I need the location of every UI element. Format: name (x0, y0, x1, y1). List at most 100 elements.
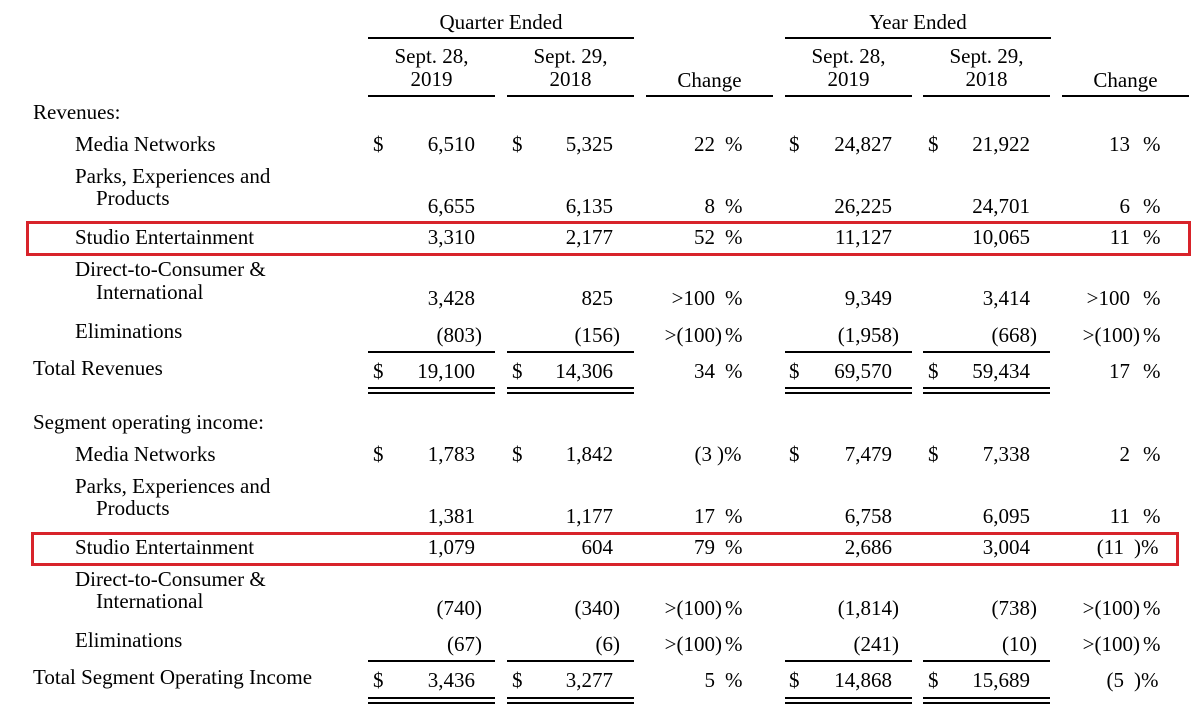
cell-ychange: >(100) (1082, 323, 1140, 347)
cell-q2018: 1,177 (565, 504, 613, 528)
cell-q2019: 1,381 (427, 504, 475, 528)
header-quarter-ended: Quarter Ended (439, 10, 563, 34)
double-rule (923, 702, 1050, 704)
cell-ychange: 11 (1109, 225, 1130, 249)
subtotal-rule (923, 660, 1050, 662)
cell-ychange: >100 (1086, 286, 1130, 310)
cell-q2018: 825 (581, 286, 614, 310)
double-rule (923, 387, 1050, 389)
cell-q2018: 6,135 (565, 194, 613, 218)
header-year-rule (785, 37, 1051, 39)
cell-q2018: (6) (595, 632, 621, 656)
double-rule (785, 702, 912, 704)
col-y2019-line1: Sept. 28, (811, 44, 886, 68)
cell-qchange: 5 (704, 668, 716, 692)
double-rule (785, 387, 912, 389)
row-label: Parks, Experiences and (75, 474, 271, 498)
cell-y2019: 11,127 (835, 225, 892, 249)
row-label-cont: International (96, 589, 204, 613)
double-rule (368, 387, 495, 389)
cell-ychange: >(100) (1082, 632, 1140, 656)
cell-q2019: 19,100 (417, 359, 475, 383)
cell-y2018: 3,414 (982, 286, 1030, 310)
cell-y2018: (668) (991, 323, 1038, 347)
double-rule (507, 697, 634, 699)
cell-qchange: (3 (694, 442, 713, 466)
cell-qchange-suffix: % (725, 225, 743, 249)
cell-q2019: (67) (447, 632, 482, 656)
cell-y2018: (10) (1002, 632, 1037, 656)
cell-ychange-suffix: % (1143, 596, 1161, 620)
cell-q2018: 3,277 (565, 668, 613, 692)
col-rule (507, 95, 634, 97)
cell-y2018: 24,701 (972, 194, 1030, 218)
col-q2018-line2: 2018 (549, 67, 592, 91)
cell-y2019: 24,827 (834, 132, 892, 156)
col-rule (1062, 95, 1189, 97)
col-q2018-line1: Sept. 29, (533, 44, 608, 68)
cell-ychange-suffix: % (1143, 442, 1161, 466)
cell-y2019: 6,758 (844, 504, 892, 528)
segment-section-label: Segment operating income: (33, 410, 264, 434)
cell-ychange: 11 (1109, 504, 1130, 528)
cell-q2018: (340) (574, 596, 621, 620)
double-rule (368, 392, 495, 394)
cell-y2019: 14,868 (834, 668, 892, 692)
cell-qchange: >(100) (664, 323, 722, 347)
col-ychange: Change (1093, 68, 1158, 92)
dollar-sign: $ (789, 359, 800, 383)
dollar-sign: $ (373, 132, 384, 156)
cell-q2018: 14,306 (555, 359, 613, 383)
cell-qchange-suffix: % (725, 668, 743, 692)
subtotal-rule (507, 660, 634, 662)
dollar-sign: $ (512, 359, 523, 383)
col-q2019-line1: Sept. 28, (394, 44, 469, 68)
cell-qchange: 8 (704, 194, 716, 218)
double-rule (785, 697, 912, 699)
cell-qchange: 17 (694, 504, 715, 528)
cell-q2018: 1,842 (565, 442, 613, 466)
cell-y2018: 6,095 (982, 504, 1030, 528)
cell-ychange-suffix: % (1143, 225, 1161, 249)
col-rule (368, 95, 495, 97)
cell-ychange-suffix: % (1143, 359, 1161, 383)
row-label-cont: Products (96, 186, 170, 210)
row-label: Eliminations (75, 628, 183, 652)
cell-q2019: 3,428 (427, 286, 475, 310)
subtotal-rule (368, 351, 495, 353)
cell-y2018: 3,004 (982, 535, 1030, 559)
cell-qchange: 34 (694, 359, 715, 383)
col-y2018-line2: 2018 (965, 67, 1008, 91)
cell-qchange-suffix: % (725, 535, 743, 559)
row-label: Media Networks (75, 442, 216, 466)
col-rule (646, 95, 773, 97)
subtotal-rule (923, 351, 1050, 353)
cell-q2019: (803) (436, 323, 483, 347)
col-y2019-line2: 2019 (827, 67, 870, 91)
subtotal-rule (507, 351, 634, 353)
cell-q2018: (156) (574, 323, 621, 347)
dollar-sign: $ (928, 668, 939, 692)
cell-qchange: >100 (671, 286, 715, 310)
cell-q2019: 6,655 (427, 194, 475, 218)
double-rule (923, 392, 1050, 394)
cell-qchange: 79 (694, 535, 715, 559)
dollar-sign: $ (789, 132, 800, 156)
cell-ychange-suffix: % (1143, 194, 1161, 218)
header-quarter-rule (368, 37, 634, 39)
cell-ychange: 13 (1109, 132, 1130, 156)
dollar-sign: $ (512, 442, 523, 466)
double-rule (507, 392, 634, 394)
double-rule (923, 697, 1050, 699)
cell-qchange-suffix: )% (717, 442, 742, 466)
cell-qchange-suffix: % (725, 194, 743, 218)
row-label: Direct-to-Consumer & (75, 567, 266, 591)
col-rule (785, 95, 912, 97)
cell-y2019: 26,225 (834, 194, 892, 218)
cell-q2019: 3,310 (427, 225, 475, 249)
cell-q2018: 5,325 (565, 132, 613, 156)
revenues-section-label: Revenues: (33, 100, 121, 124)
header-year-ended: Year Ended (869, 10, 967, 34)
cell-qchange-suffix: % (725, 132, 743, 156)
row-label: Studio Entertainment (75, 535, 255, 559)
